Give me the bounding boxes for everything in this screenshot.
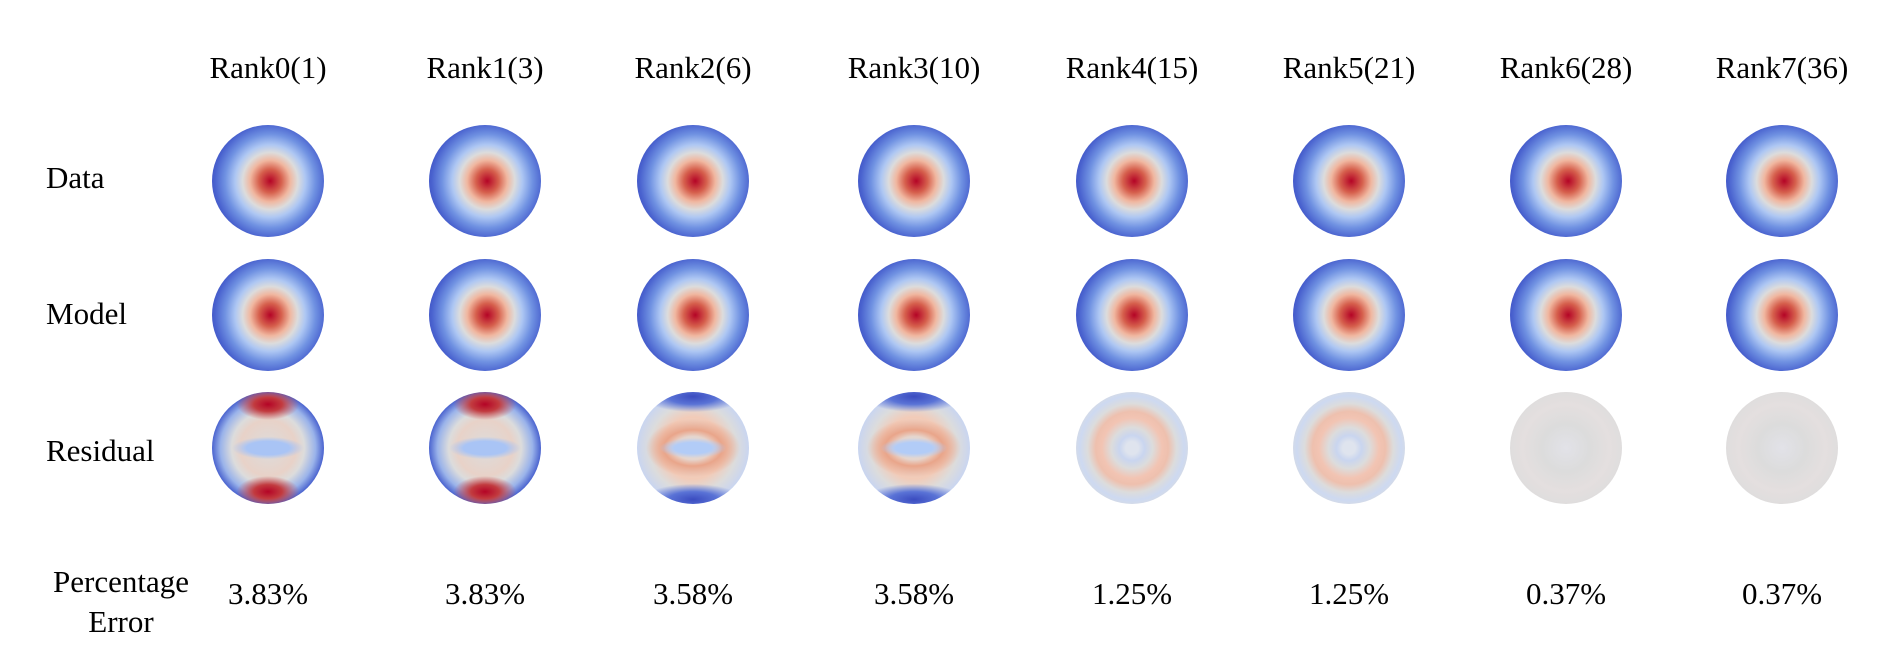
model-plot	[1510, 259, 1622, 371]
column-header: Rank5(21)	[1282, 50, 1416, 85]
column-header: Rank2(6)	[634, 50, 752, 85]
percentage-error-value: 3.83%	[444, 576, 526, 611]
residual-plot	[212, 392, 324, 504]
data-plot	[1726, 125, 1838, 237]
model-plot	[212, 259, 324, 371]
percentage-error-value: 0.37%	[1525, 576, 1607, 611]
residual-plot	[429, 392, 541, 504]
model-plot	[1076, 259, 1188, 371]
data-plot	[1293, 125, 1405, 237]
data-plot	[858, 125, 970, 237]
column-header: Rank0(1)	[209, 50, 327, 85]
model-plot	[637, 259, 749, 371]
row-label-percentage: Percentage	[53, 564, 189, 599]
percentage-error-value: 0.37%	[1741, 576, 1823, 611]
row-label-residual: Residual	[46, 433, 155, 468]
model-plot	[858, 259, 970, 371]
model-plot	[1726, 259, 1838, 371]
percentage-error-value: 3.58%	[873, 576, 955, 611]
row-label-model: Model	[46, 296, 127, 331]
column-header: Rank7(36)	[1715, 50, 1849, 85]
column-header: Rank3(10)	[847, 50, 981, 85]
residual-plot	[1510, 392, 1622, 504]
data-plot	[637, 125, 749, 237]
percentage-error-value: 1.25%	[1308, 576, 1390, 611]
percentage-error-value: 3.58%	[652, 576, 734, 611]
data-plot	[1510, 125, 1622, 237]
percentage-error-value: 1.25%	[1091, 576, 1173, 611]
residual-plot	[858, 392, 970, 504]
column-header: Rank4(15)	[1065, 50, 1199, 85]
residual-plot	[1726, 392, 1838, 504]
row-label-data: Data	[46, 160, 105, 195]
percentage-error-value: 3.83%	[227, 576, 309, 611]
row-label-percentage-error: Percentage Error	[46, 562, 196, 642]
data-plot	[429, 125, 541, 237]
row-label-error: Error	[88, 604, 154, 639]
residual-plot	[637, 392, 749, 504]
data-plot	[1076, 125, 1188, 237]
column-header: Rank6(28)	[1499, 50, 1633, 85]
data-plot	[212, 125, 324, 237]
residual-plot	[1293, 392, 1405, 504]
residual-plot	[1076, 392, 1188, 504]
model-plot	[1293, 259, 1405, 371]
model-plot	[429, 259, 541, 371]
column-header: Rank1(3)	[426, 50, 544, 85]
